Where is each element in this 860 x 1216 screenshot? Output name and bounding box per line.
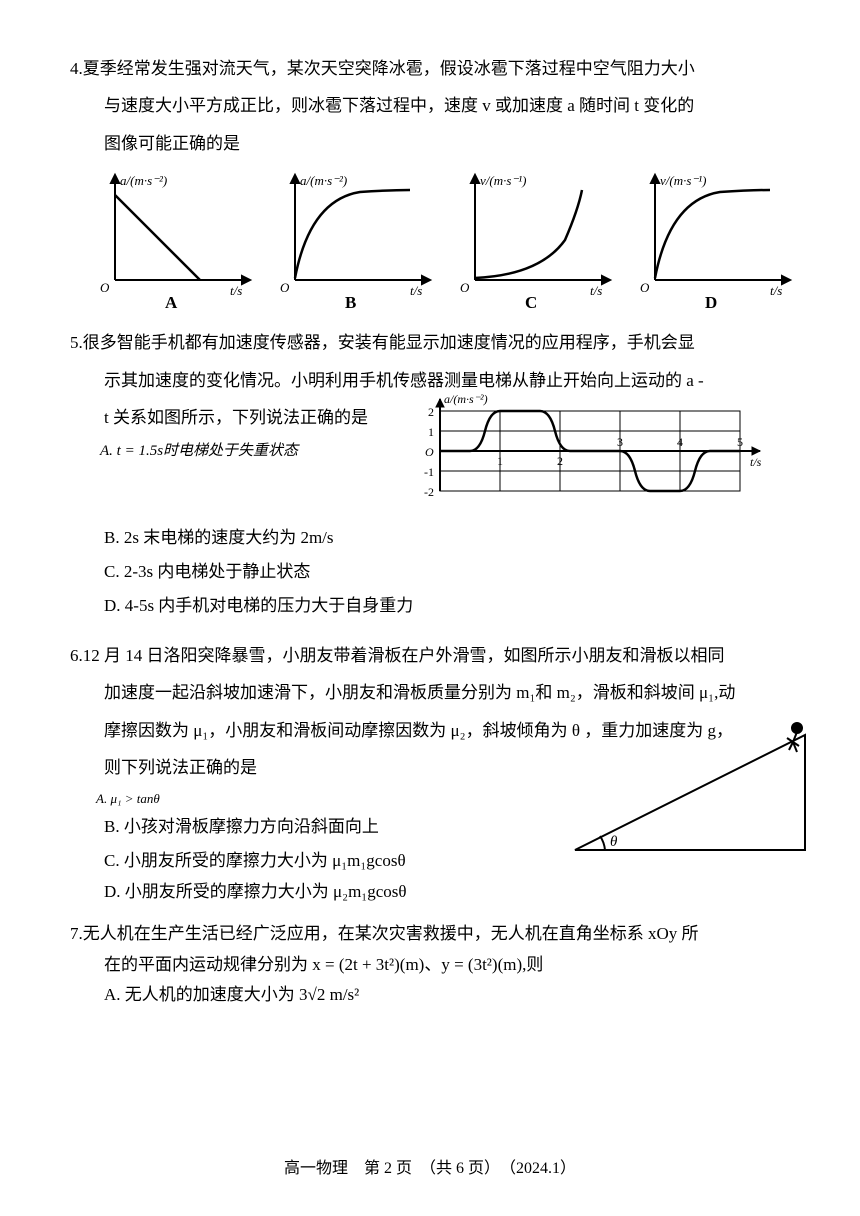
- q6-stem-line2: 加速度一起沿斜坡加速滑下，小朋友和滑板质量分别为 m₁和 m₂，滑板和斜坡间 μ…: [70, 674, 800, 711]
- q4-stem-line2: 与速度大小平方成正比，则冰雹下落过程中，速度 v 或加速度 a 随时间 t 变化…: [70, 87, 800, 124]
- question-7: 7.无人机在生产生活已经广泛应用，在某次灾害救援中，无人机在直角坐标系 xOy …: [70, 919, 800, 1011]
- q4-graphs-row: a/(m·s⁻²) O t/s A a/(m·s⁻²) O t/s B: [90, 170, 800, 310]
- svg-text:1: 1: [428, 425, 434, 439]
- svg-text:2: 2: [428, 405, 434, 419]
- angle-theta: θ: [610, 834, 618, 850]
- q5-option-d: D. 4-5s 内手机对电梯的压力大于自身重力: [70, 589, 800, 623]
- svg-text:3: 3: [617, 435, 623, 449]
- svg-text:O: O: [640, 280, 650, 295]
- q7-stem-line1: 7.无人机在生产生活已经广泛应用，在某次灾害救援中，无人机在直角坐标系 xOy …: [70, 919, 800, 950]
- svg-text:-1: -1: [424, 465, 434, 479]
- graph-a: a/(m·s⁻²) O t/s A: [90, 170, 260, 310]
- svg-text:a/(m·s⁻²): a/(m·s⁻²): [444, 392, 488, 406]
- graph-label-b: B: [345, 293, 356, 310]
- q5-option-c: C. 2-3s 内电梯处于静止状态: [70, 555, 800, 589]
- svg-text:O: O: [280, 280, 290, 295]
- svg-text:t/s: t/s: [230, 283, 242, 298]
- q6-option-d: D. 小朋友所受的摩擦力大小为 μ₂m₁gcosθ: [70, 878, 800, 905]
- svg-text:1: 1: [497, 454, 503, 468]
- svg-text:v/(m·s⁻¹): v/(m·s⁻¹): [660, 173, 707, 188]
- svg-text:a/(m·s⁻²): a/(m·s⁻²): [300, 173, 347, 188]
- question-5: 5.很多智能手机都有加速度传感器，安装有能显示加速度情况的应用程序，手机会显 示…: [70, 324, 800, 623]
- q4-stem-line3: 图像可能正确的是: [70, 125, 800, 162]
- q7-stem-line2: 在的平面内运动规律分别为 x = (2t + 3t²)(m)、y = (3t²)…: [70, 950, 800, 981]
- svg-text:t/s: t/s: [590, 283, 602, 298]
- graph-d: v/(m·s⁻¹) O t/s D: [630, 170, 800, 310]
- svg-text:O: O: [460, 280, 470, 295]
- q5-number: 5.: [70, 333, 83, 352]
- q5-at-graph: a/(m·s⁻²) 2 1 O -1 -2 1 2 3 4 5 t/s: [400, 391, 800, 521]
- graph-b: a/(m·s⁻²) O t/s B: [270, 170, 440, 310]
- svg-text:5: 5: [737, 435, 743, 449]
- svg-text:O: O: [100, 280, 110, 295]
- q6-number: 6.: [70, 646, 83, 665]
- graph-label-d: D: [705, 293, 717, 310]
- svg-text:t/s: t/s: [410, 283, 422, 298]
- q7-option-a: A. 无人机的加速度大小为 3√2 m/s²: [70, 980, 800, 1011]
- page-footer: 高一物理 第 2 页 （共 6 页） （2024.1）: [0, 1151, 860, 1186]
- q5-option-a: A. t = 1.5s时电梯处于失重状态: [70, 436, 400, 466]
- graph-label-c: C: [525, 293, 537, 310]
- q4-stem-line1: 4.夏季经常发生强对流天气，某次天空突降冰雹，假设冰雹下落过程中空气阻力大小: [70, 50, 800, 87]
- svg-text:2: 2: [557, 454, 563, 468]
- q5-stem-line1: 5.很多智能手机都有加速度传感器，安装有能显示加速度情况的应用程序，手机会显: [70, 324, 800, 361]
- q4-number: 4.: [70, 59, 83, 78]
- graph-label-a: A: [165, 293, 178, 310]
- svg-text:t/s: t/s: [750, 455, 762, 469]
- svg-text:-2: -2: [424, 485, 434, 499]
- q7-number: 7.: [70, 924, 83, 943]
- svg-text:v/(m·s⁻¹): v/(m·s⁻¹): [480, 173, 527, 188]
- graph-c: v/(m·s⁻¹) O t/s C: [450, 170, 620, 310]
- q6-stem-line1: 6.12 月 14 日洛阳突降暴雪，小朋友带着滑板在户外滑雪，如图所示小朋友和滑…: [70, 637, 800, 674]
- q5-stem-line3: t 关系如图所示，下列说法正确的是: [70, 399, 400, 436]
- axis-y-label: a/(m·s⁻²): [120, 173, 167, 188]
- q6-incline-diagram: θ: [565, 720, 825, 870]
- svg-text:O: O: [425, 445, 434, 459]
- svg-text:4: 4: [677, 435, 683, 449]
- question-4: 4.夏季经常发生强对流天气，某次天空突降冰雹，假设冰雹下落过程中空气阻力大小 与…: [70, 50, 800, 310]
- q5-option-b: B. 2s 末电梯的速度大约为 2m/s: [70, 521, 800, 555]
- svg-text:t/s: t/s: [770, 283, 782, 298]
